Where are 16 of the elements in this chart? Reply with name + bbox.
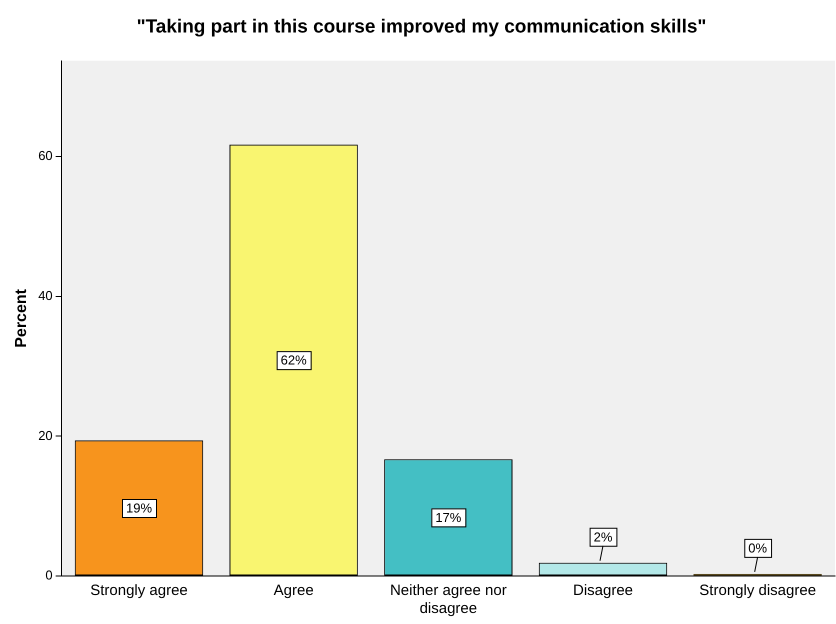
y-axis-title: Percent xyxy=(13,288,30,348)
chart-title: "Taking part in this course improved my communication skills" xyxy=(136,16,706,38)
y-tick-label: 0 xyxy=(45,568,53,583)
x-tick-label: Disagree xyxy=(572,582,634,600)
x-tick-label: Neither agree nor disagree xyxy=(390,582,507,618)
data-label: 2% xyxy=(594,529,613,544)
y-tick-label: 60 xyxy=(38,148,53,164)
data-label: 17% xyxy=(435,510,462,525)
x-tick-label: Agree xyxy=(274,582,314,600)
y-tick-label: 20 xyxy=(38,428,53,443)
x-tick-label: Strongly agree xyxy=(90,582,188,600)
data-label: 62% xyxy=(280,352,308,368)
data-label: 19% xyxy=(126,500,152,516)
data-label: 0% xyxy=(748,540,768,556)
y-tick-label: 40 xyxy=(38,288,53,303)
x-tick-label: Strongly disagree xyxy=(699,582,816,600)
